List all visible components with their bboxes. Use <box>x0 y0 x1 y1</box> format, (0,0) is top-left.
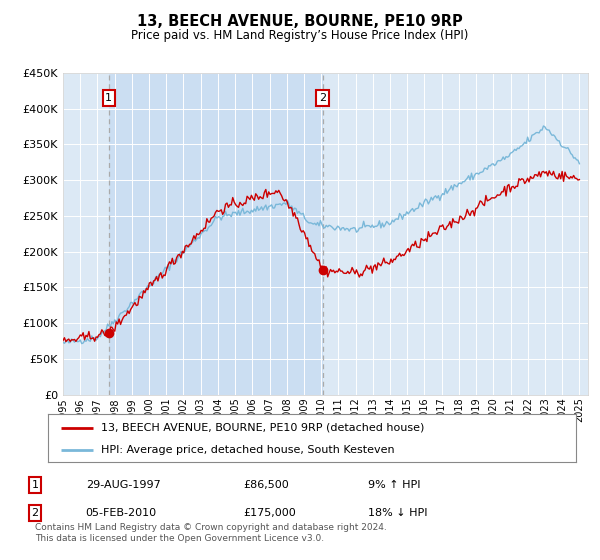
Text: 13, BEECH AVENUE, BOURNE, PE10 9RP (detached house): 13, BEECH AVENUE, BOURNE, PE10 9RP (deta… <box>101 423 424 433</box>
Text: HPI: Average price, detached house, South Kesteven: HPI: Average price, detached house, Sout… <box>101 445 394 455</box>
Text: Price paid vs. HM Land Registry’s House Price Index (HPI): Price paid vs. HM Land Registry’s House … <box>131 29 469 42</box>
Text: 9% ↑ HPI: 9% ↑ HPI <box>368 480 420 490</box>
Text: 1: 1 <box>105 93 112 103</box>
Text: £86,500: £86,500 <box>244 480 289 490</box>
Text: 29-AUG-1997: 29-AUG-1997 <box>86 480 160 490</box>
Bar <box>109 73 323 395</box>
Text: 1: 1 <box>31 480 38 490</box>
Text: 18% ↓ HPI: 18% ↓ HPI <box>368 508 427 518</box>
Text: £175,000: £175,000 <box>244 508 296 518</box>
Text: 2: 2 <box>319 93 326 103</box>
Text: 2: 2 <box>31 508 38 518</box>
Text: 13, BEECH AVENUE, BOURNE, PE10 9RP: 13, BEECH AVENUE, BOURNE, PE10 9RP <box>137 14 463 29</box>
Text: 05-FEB-2010: 05-FEB-2010 <box>86 508 157 518</box>
Text: Contains HM Land Registry data © Crown copyright and database right 2024.
This d: Contains HM Land Registry data © Crown c… <box>35 524 386 543</box>
